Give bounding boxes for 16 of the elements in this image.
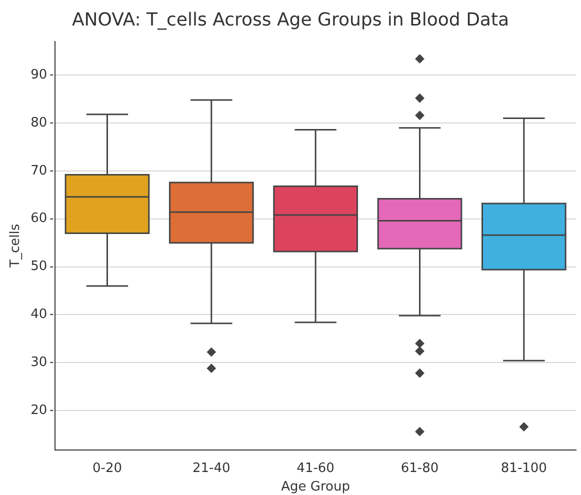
y-tick-label: 40 bbox=[30, 307, 48, 322]
x-tick-label: 0-20 bbox=[92, 460, 122, 476]
y-tick-label: 70 bbox=[30, 163, 48, 178]
y-tick-label: 60 bbox=[30, 211, 48, 226]
y-tick-label: 90 bbox=[30, 68, 48, 83]
y-tick-label: 20 bbox=[30, 402, 48, 418]
y-tick-label: 80 bbox=[30, 115, 48, 130]
x-axis-title: Age Group bbox=[281, 480, 350, 495]
x-tick-label: 81-100 bbox=[500, 460, 547, 476]
y-tick-label: 50 bbox=[30, 259, 48, 274]
x-tick-label: 41-60 bbox=[296, 460, 334, 476]
chart-title: ANOVA: T_cells Across Age Groups in Blood Data bbox=[72, 9, 510, 30]
x-tick-label: 61-80 bbox=[400, 460, 439, 476]
y-axis-title: T_cells bbox=[8, 224, 24, 268]
y-tick-label: 30 bbox=[30, 354, 48, 370]
x-tick-label: 21-40 bbox=[192, 460, 230, 476]
